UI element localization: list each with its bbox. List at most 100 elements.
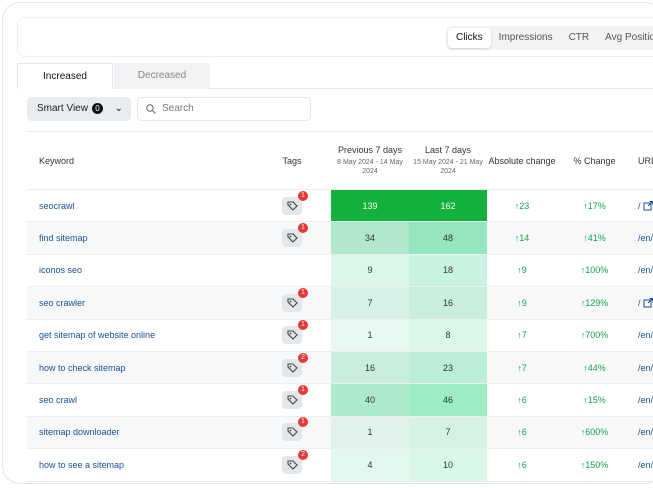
percent-change: 41% [587, 233, 606, 244]
absolute-cell: ↑ 6 [487, 417, 557, 448]
col-keyword[interactable]: Keyword [39, 155, 75, 166]
keyword[interactable]: iconos seo [39, 265, 83, 276]
up-arrow: ↑ [517, 297, 522, 308]
percent-cell: ↑ 129% [557, 287, 632, 318]
col-percent[interactable]: % Change [573, 155, 616, 166]
last-cell: 7 [409, 416, 487, 449]
tag-button[interactable]: 2 [282, 449, 308, 474]
search-icon [146, 104, 156, 114]
col-previous-range: 8 May 2024 - 14 May 2024 [337, 159, 403, 175]
tag-button[interactable]: 1 [282, 190, 308, 215]
subtab[interactable]: Decreased [114, 63, 210, 89]
keyword[interactable]: seo crawler [39, 297, 86, 308]
keyword[interactable]: sitemap downloader [39, 427, 120, 438]
percent-change: 600% [585, 427, 609, 438]
metric-tab[interactable]: Avg Position [605, 32, 653, 43]
up-arrow: ↑ [517, 265, 522, 276]
absolute-cell: ↑ 6 [487, 449, 557, 480]
up-arrow: ↑ [583, 233, 588, 244]
url-link[interactable]: /en/ [638, 362, 653, 373]
last-cell: 10 [409, 449, 487, 481]
table-row: seo crawl 1 40 46 ↑ 6 ↑ 15%/en/ [27, 384, 653, 417]
url-link[interactable]: / [638, 297, 641, 308]
table-row: find sitemap 1 34 48 ↑ 14 ↑ 41%/en/ [27, 222, 653, 255]
url-link[interactable]: /en/ [638, 427, 653, 438]
tag-button[interactable]: 1 [282, 287, 308, 312]
keyword[interactable]: how to see a sitemap [39, 459, 125, 470]
table-row: seo crawler 1 7 16 ↑ 9 ↑ 129% / [27, 287, 653, 320]
tag-button[interactable]: 1 [282, 223, 308, 248]
keyword[interactable]: seocrawl [39, 200, 75, 211]
col-previous[interactable]: Previous 7 days 8 May 2024 - 14 May 2024 [331, 132, 409, 189]
tags-cell [253, 255, 331, 286]
external-link-icon[interactable] [643, 297, 653, 308]
last-cell: 8 [409, 319, 487, 351]
metric-tab[interactable]: Impressions [498, 32, 553, 43]
subtab[interactable]: Increased [17, 63, 113, 89]
tags-cell: 1 [253, 384, 331, 415]
keyword[interactable]: seo crawl [39, 395, 78, 406]
tag-count: 1 [298, 287, 308, 298]
tag-icon [287, 201, 298, 211]
up-arrow: ↑ [583, 395, 588, 406]
url-link[interactable]: /en/ [638, 330, 653, 341]
url-link[interactable]: /en/ [638, 265, 653, 276]
keyword[interactable]: find sitemap [39, 233, 88, 244]
header: Clicks Impressions CTR Avg Position [17, 17, 653, 57]
keyword[interactable]: how to check sitemap [39, 362, 126, 373]
external-link-icon[interactable] [643, 200, 653, 211]
tag-icon [287, 298, 298, 308]
absolute-cell: ↑ 7 [487, 352, 557, 383]
tags-cell: 2 [253, 352, 331, 383]
metric-tab[interactable]: Clicks [448, 28, 491, 48]
col-last-title: Last 7 days [424, 145, 472, 155]
percent-cell: ↑ 100% [557, 255, 632, 286]
tag-button[interactable]: 1 [282, 417, 308, 442]
absolute-change: 9 [521, 265, 527, 276]
tag-icon [287, 233, 298, 243]
metric-tab[interactable]: CTR [568, 32, 590, 43]
keyword[interactable]: get sitemap of website online [39, 330, 156, 341]
absolute-change: 6 [521, 395, 527, 406]
percent-change: 44% [587, 362, 606, 373]
absolute-change: 23 [519, 200, 530, 211]
up-arrow: ↑ [580, 297, 586, 308]
tag-icon [287, 460, 298, 470]
previous-cell: 7 [331, 287, 409, 319]
url-link[interactable]: /en/ [638, 233, 653, 244]
previous-cell: 1 [331, 416, 409, 449]
url-cell: /en/ [632, 222, 653, 253]
url-link[interactable]: /en/ [638, 395, 653, 406]
last-cell: 18 [409, 254, 487, 287]
table-header: Keyword Tags Previous 7 days 8 May 2024 -… [27, 132, 653, 190]
absolute-cell: ↑ 7 [487, 320, 557, 351]
url-link[interactable]: /en/ [638, 459, 653, 470]
last-cell: 23 [409, 351, 487, 384]
keyword-cell: sitemap downloader [27, 417, 253, 448]
up-arrow: ↑ [580, 459, 586, 470]
search-input[interactable]: Search [137, 97, 311, 121]
keyword-cell: iconos seo [27, 255, 253, 286]
tag-button[interactable]: 2 [282, 352, 308, 377]
table-row: get sitemap of website online 1 1 8 ↑ 7 ↑ 700% /… [27, 319, 653, 352]
absolute-change: 7 [521, 362, 527, 373]
tags-cell: 1 [253, 320, 331, 351]
smart-view[interactable]: Smart View 0 ⌄ [27, 97, 131, 121]
url-link[interactable]: / [638, 200, 641, 211]
table-row: seocrawl 1 139 162 ↑ 23 ↑ 17% / [27, 190, 653, 223]
col-last[interactable]: Last 7 days 15 May 2024 - 21 May 2024 [409, 132, 487, 189]
url-cell: / [632, 287, 653, 318]
tag-button[interactable]: 1 [282, 320, 308, 345]
previous-cell: 34 [331, 222, 409, 254]
url-cell: /en/ [632, 255, 653, 286]
absolute-cell: ↑ 6 [487, 384, 557, 415]
keyword-cell: seo crawl [27, 384, 253, 415]
tags-cell: 1 [253, 190, 331, 221]
previous-cell: 40 [331, 384, 409, 416]
col-absolute[interactable]: Absolute change [488, 155, 556, 166]
last-cell: 16 [409, 287, 487, 319]
tag-button[interactable]: 1 [282, 385, 308, 410]
percent-cell: ↑ 41% [557, 222, 632, 253]
subtabs: Increased Decreased [17, 63, 653, 89]
